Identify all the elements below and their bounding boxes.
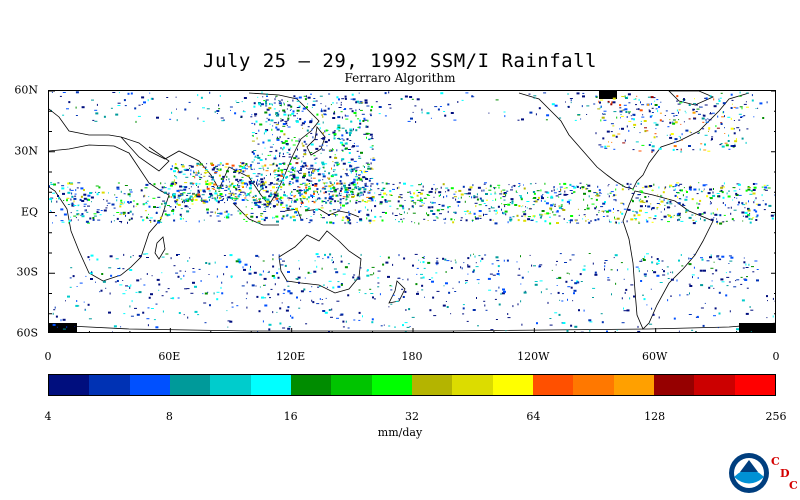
- colorbar-swatch: [290, 375, 332, 395]
- lat-label: 60N: [14, 83, 38, 97]
- coast-africa: [49, 144, 170, 282]
- cdc-letter-c2: C: [789, 479, 798, 492]
- colorbar-swatch: [331, 375, 372, 395]
- coast-japan: [306, 126, 326, 156]
- lon-label: 120E: [276, 350, 306, 363]
- rainfall-pixels: [49, 91, 775, 332]
- colorbar-label: 256: [765, 410, 787, 423]
- lon-label: 0: [772, 350, 780, 363]
- antarctica-fill-right: [739, 323, 775, 332]
- colorbar-swatch: [49, 375, 90, 395]
- lon-label: 60W: [642, 350, 668, 363]
- colorbar-swatch: [573, 375, 614, 395]
- lat-label: 30S: [16, 265, 38, 279]
- colorbar-label: 8: [165, 410, 173, 423]
- coast-madagascar: [154, 236, 166, 260]
- lat-label: EQ: [20, 205, 38, 218]
- colorbar-swatch: [371, 375, 412, 395]
- map-canvas: [49, 91, 775, 332]
- chart-subtitle: Ferraro Algorithm: [344, 71, 456, 85]
- lon-label: 0: [44, 350, 52, 363]
- greenland-fill: [599, 91, 617, 99]
- colorbar-label: 128: [644, 410, 666, 423]
- coast-eurasia: [49, 92, 320, 206]
- colorbar-swatch: [613, 375, 654, 395]
- coast-north-america: [518, 92, 750, 190]
- coast-australia: [278, 230, 362, 294]
- lon-label: 120W: [517, 350, 550, 363]
- colorbar-swatch: [210, 375, 251, 395]
- coast-arabia: [120, 136, 170, 172]
- coast-greenland: [668, 91, 714, 106]
- chart-title: July 25 – 29, 1992 SSM/I Rainfall: [203, 50, 597, 72]
- coastlines: [49, 91, 775, 332]
- colorbar-swatch: [532, 375, 574, 395]
- colorbar-swatch: [89, 375, 130, 395]
- lon-label: 60E: [158, 350, 181, 363]
- colorbar-swatch: [694, 375, 735, 395]
- cdc-letter-c1: C: [771, 455, 780, 468]
- colorbar-label: 32: [405, 410, 419, 423]
- cdc-letter-d: D: [780, 467, 790, 480]
- rainfall-map: [48, 90, 776, 333]
- lat-label: 30N: [14, 144, 38, 158]
- colorbar-swatch: [653, 375, 695, 395]
- colorbar-swatch: [734, 375, 775, 395]
- colorbar-swatch: [129, 375, 170, 395]
- lat-label: 60S: [16, 326, 38, 340]
- colorbar-units: mm/day: [377, 426, 423, 439]
- colorbar-swatch: [492, 375, 533, 395]
- colorbar: [48, 374, 776, 396]
- coast-south-america: [622, 190, 714, 330]
- lon-label: 180: [401, 350, 423, 363]
- colorbar-swatch: [452, 375, 493, 395]
- noaa-logo-icon: [729, 453, 769, 493]
- coast-newzealand: [388, 280, 406, 304]
- colorbar-swatch: [169, 375, 211, 395]
- axis-ticks: [49, 91, 775, 332]
- antarctica-fill-left: [49, 323, 77, 332]
- coast-antarctica: [49, 322, 775, 332]
- colorbar-label: 4: [44, 410, 52, 423]
- colorbar-label: 16: [283, 410, 298, 423]
- colorbar-label: 64: [526, 410, 541, 423]
- colorbar-swatch: [250, 375, 291, 395]
- colorbar-swatch: [411, 375, 453, 395]
